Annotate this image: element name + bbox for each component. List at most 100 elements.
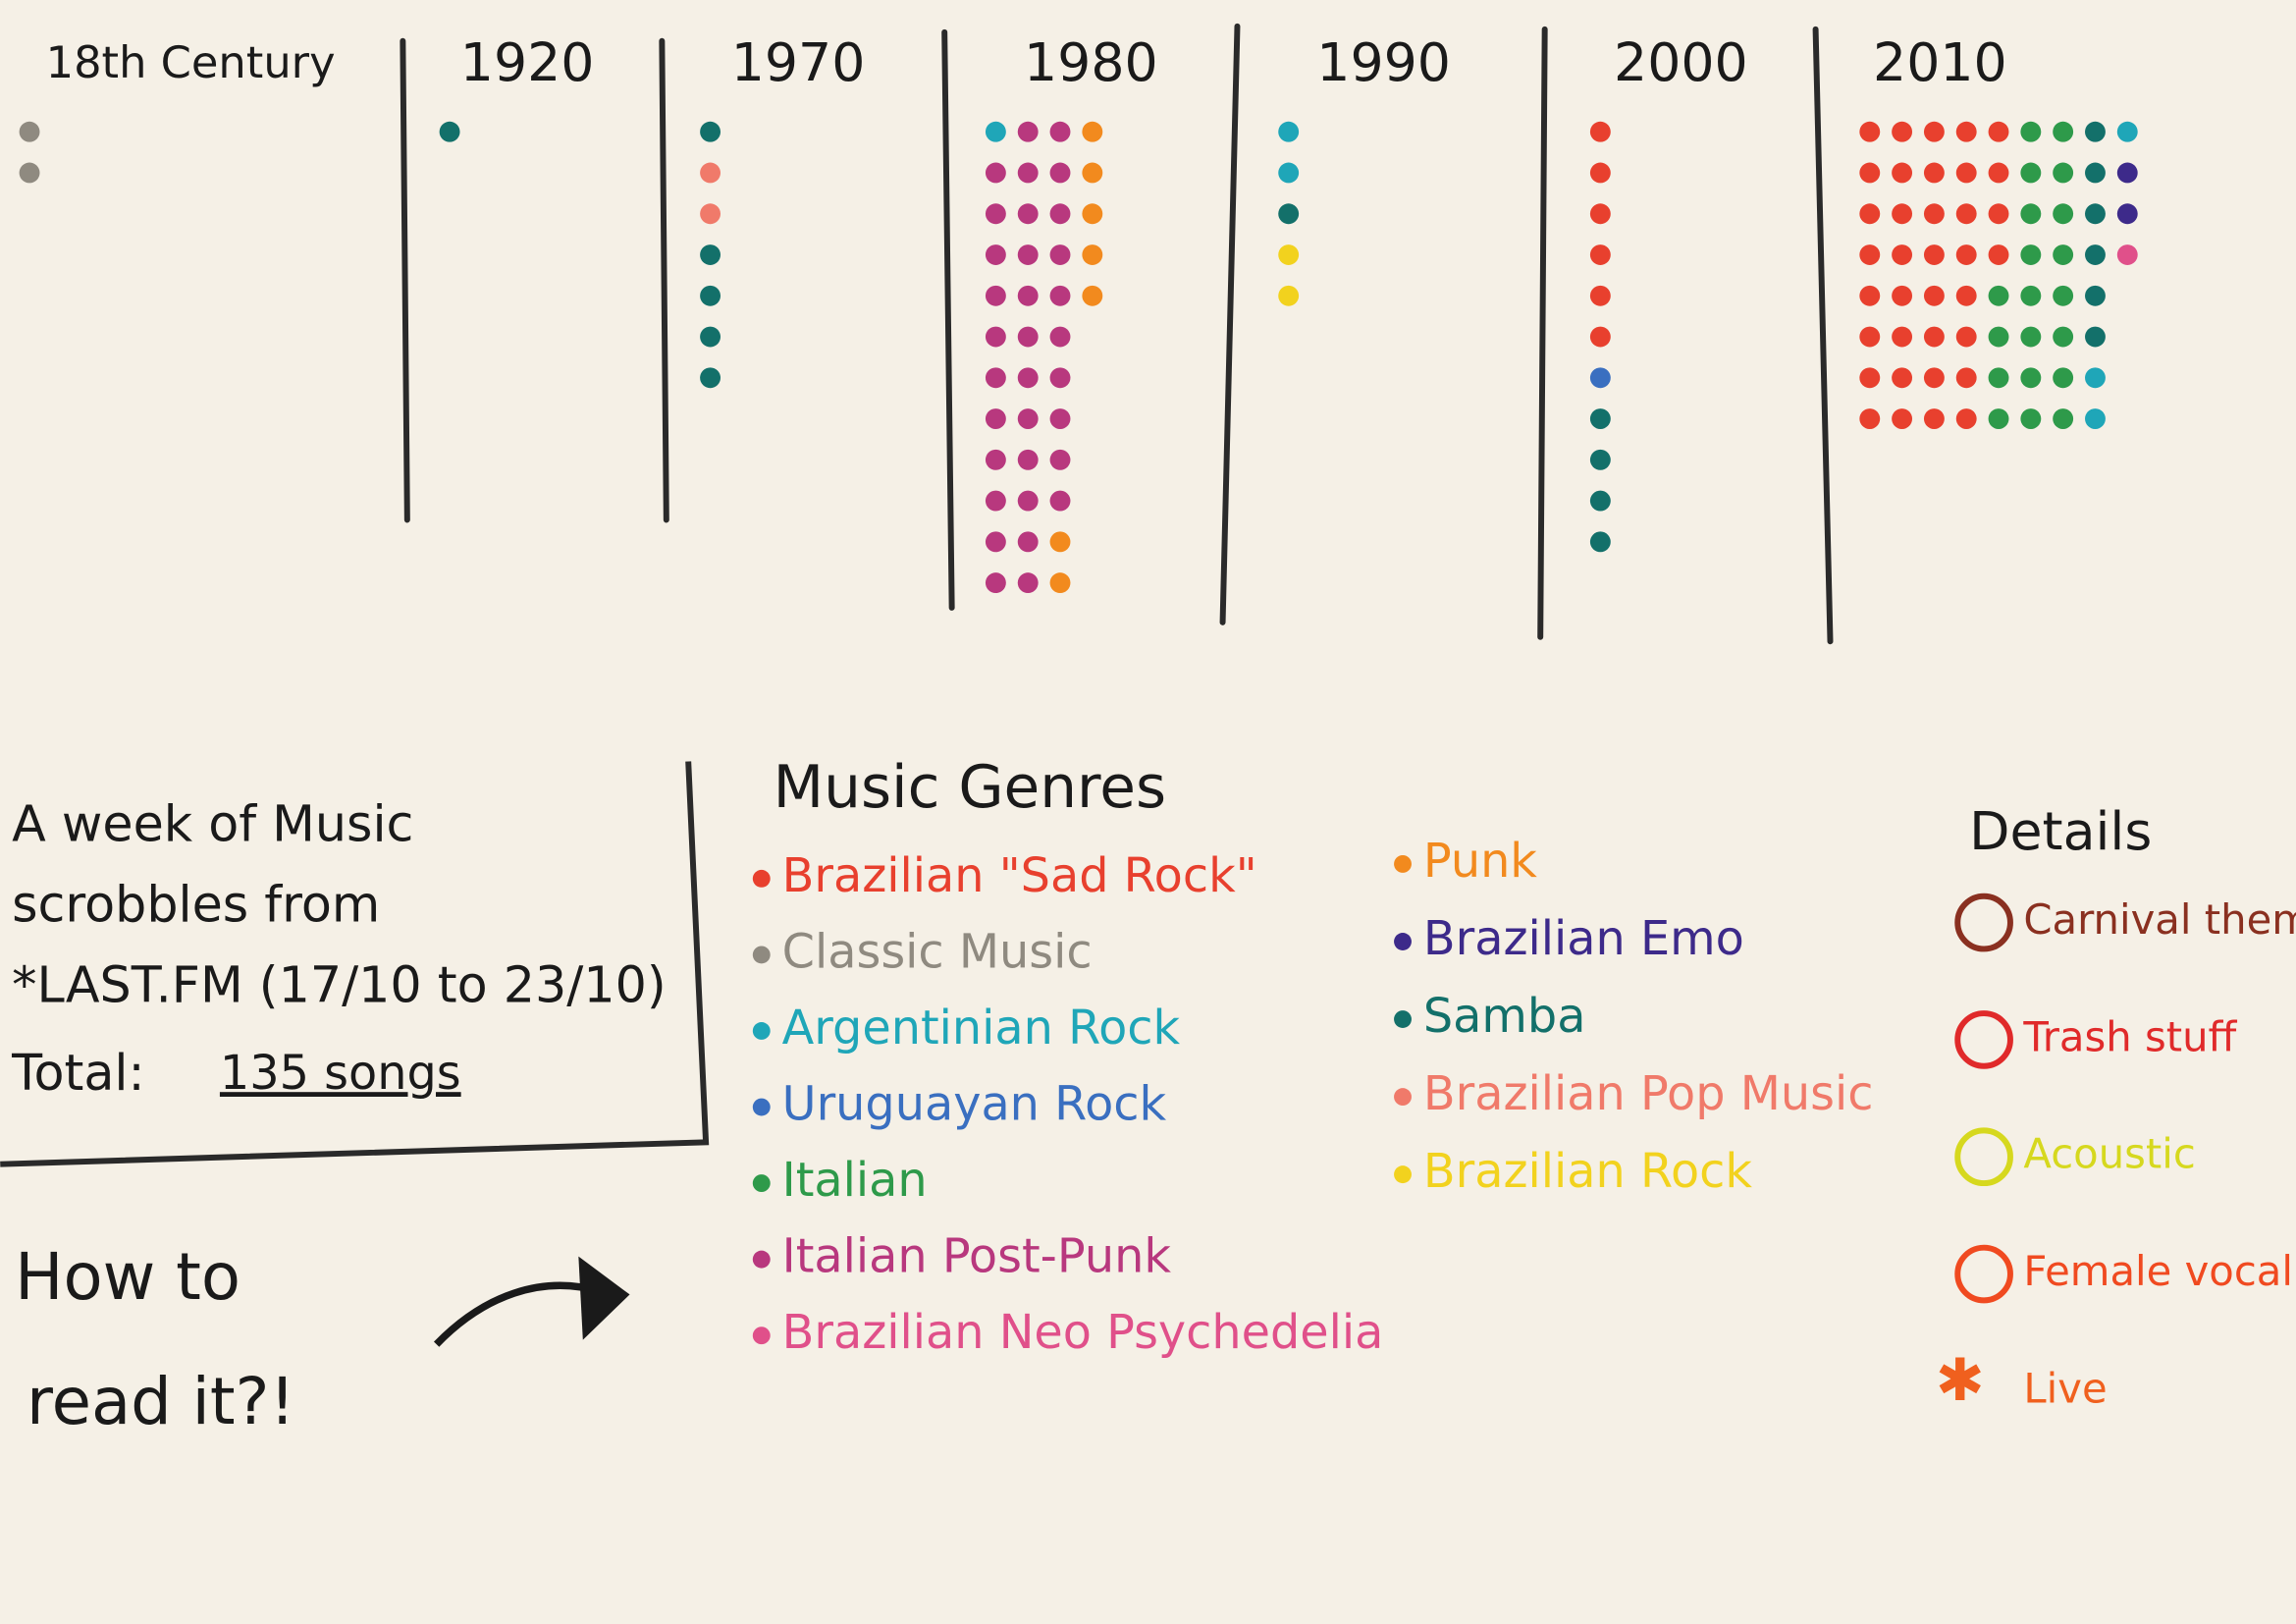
song-dot bbox=[1589, 162, 1611, 184]
song-dot bbox=[1049, 490, 1071, 512]
song-dot bbox=[1589, 244, 1611, 265]
legend-label: Italian bbox=[782, 1154, 928, 1208]
song-dot bbox=[1082, 244, 1103, 265]
song-dot bbox=[1049, 203, 1071, 225]
song-dot bbox=[1082, 162, 1103, 184]
song-dot bbox=[1955, 408, 1977, 429]
song-dot bbox=[2116, 244, 2138, 265]
song-dot bbox=[2053, 408, 2074, 429]
song-dot bbox=[1589, 531, 1611, 553]
song-dot bbox=[1955, 326, 1977, 348]
song-dot bbox=[1278, 244, 1300, 265]
arrow-head bbox=[578, 1256, 630, 1340]
song-dot bbox=[1017, 244, 1039, 265]
info-total: 135 songs bbox=[220, 1047, 461, 1101]
song-dot bbox=[1892, 326, 1913, 348]
song-dot bbox=[1988, 203, 2009, 225]
legend-label: Brazilian Neo Psychedelia bbox=[782, 1306, 1384, 1360]
song-dot bbox=[1017, 449, 1039, 470]
song-dot bbox=[1017, 121, 1039, 142]
song-dot bbox=[1923, 408, 1945, 429]
song-dot bbox=[1892, 408, 1913, 429]
song-dot bbox=[1589, 203, 1611, 225]
song-dot bbox=[19, 121, 40, 142]
legend-title: Music Genres bbox=[774, 754, 1166, 822]
song-dot bbox=[1923, 367, 1945, 389]
song-dot bbox=[1278, 203, 1300, 225]
song-dot bbox=[700, 203, 721, 225]
song-dot bbox=[2020, 244, 2042, 265]
song-dot bbox=[1589, 326, 1611, 348]
song-dot bbox=[700, 285, 721, 306]
song-dot bbox=[1859, 203, 1881, 225]
song-dot bbox=[985, 490, 1006, 512]
song-dot bbox=[1955, 367, 1977, 389]
song-dot bbox=[2116, 203, 2138, 225]
song-dot bbox=[2053, 326, 2074, 348]
song-dot bbox=[2116, 121, 2138, 142]
song-dot bbox=[1049, 162, 1071, 184]
legend-label: Brazilian Rock bbox=[1423, 1145, 1753, 1199]
legend-dot bbox=[752, 1174, 771, 1193]
legend-dot bbox=[752, 1022, 771, 1040]
details-star: ✱ bbox=[1936, 1347, 1985, 1415]
song-dot bbox=[2085, 285, 2106, 306]
decade-label: 1980 bbox=[1024, 31, 1158, 93]
legend-dot bbox=[1394, 1088, 1412, 1107]
song-dot bbox=[1017, 203, 1039, 225]
song-dot bbox=[1589, 121, 1611, 142]
song-dot bbox=[1859, 367, 1881, 389]
song-dot bbox=[1589, 408, 1611, 429]
song-dot bbox=[1859, 408, 1881, 429]
song-dot bbox=[2116, 162, 2138, 184]
legend-dot bbox=[1394, 854, 1412, 873]
song-dot bbox=[1049, 449, 1071, 470]
song-dot bbox=[1049, 285, 1071, 306]
song-dot bbox=[1017, 162, 1039, 184]
info: A week of Music scrobbles from *LAST.FM … bbox=[11, 795, 666, 1439]
song-dot bbox=[1017, 490, 1039, 512]
arrow bbox=[433, 1281, 602, 1347]
song-dot bbox=[1988, 326, 2009, 348]
song-dot bbox=[1892, 244, 1913, 265]
decade-label: 2010 bbox=[1873, 31, 2007, 93]
song-dot bbox=[1923, 121, 1945, 142]
legend-dot bbox=[1394, 1165, 1412, 1184]
song-dot bbox=[1278, 285, 1300, 306]
song-dot bbox=[2053, 244, 2074, 265]
decade-label: 1920 bbox=[460, 31, 595, 93]
legend-dot bbox=[752, 1098, 771, 1116]
song-dot bbox=[985, 162, 1006, 184]
song-dot bbox=[1049, 572, 1071, 594]
song-dot bbox=[985, 121, 1006, 142]
legend-label: Italian Post-Punk bbox=[782, 1230, 1172, 1284]
decade-label: 2000 bbox=[1614, 31, 1748, 93]
details-label: Carnival theme bbox=[2023, 895, 2296, 944]
song-dot bbox=[700, 244, 721, 265]
details-label: Trash stuff bbox=[2022, 1012, 2237, 1060]
song-dot bbox=[700, 367, 721, 389]
song-dot bbox=[1589, 449, 1611, 470]
info-total-label: Total: bbox=[11, 1044, 144, 1102]
song-dot bbox=[1955, 285, 1977, 306]
song-dot bbox=[2085, 121, 2106, 142]
details-circle bbox=[1954, 893, 2013, 952]
separators bbox=[400, 23, 1834, 645]
info-box bbox=[0, 761, 710, 1167]
song-dot bbox=[1049, 326, 1071, 348]
how-to: read it?! bbox=[27, 1365, 295, 1439]
song-dot bbox=[985, 203, 1006, 225]
song-dot bbox=[1923, 162, 1945, 184]
details-circle bbox=[1954, 1010, 2013, 1069]
details-label: Female vocal bbox=[2023, 1247, 2293, 1295]
song-dot bbox=[700, 121, 721, 142]
song-dot bbox=[1017, 572, 1039, 594]
info-line: scrobbles from bbox=[12, 876, 380, 934]
song-dot bbox=[2085, 408, 2106, 429]
song-dot bbox=[1589, 490, 1611, 512]
song-dot bbox=[2085, 162, 2106, 184]
song-dot bbox=[1955, 121, 1977, 142]
details-label: Acoustic bbox=[2023, 1130, 2195, 1178]
